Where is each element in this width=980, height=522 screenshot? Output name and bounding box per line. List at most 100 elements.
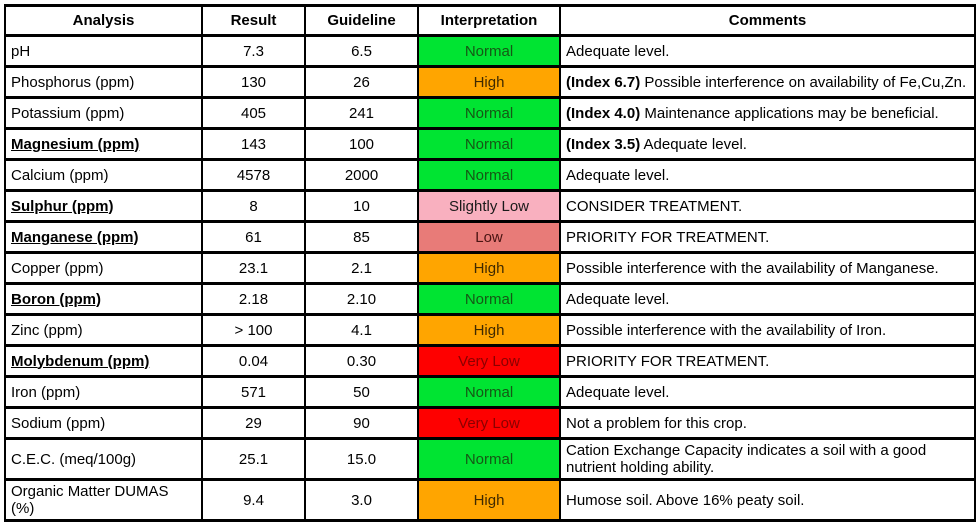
comment-cell: Adequate level. bbox=[559, 282, 976, 316]
table-row: Potassium (ppm) 405 241 Normal (Index 4.… bbox=[4, 96, 976, 130]
column-header-comments: Comments bbox=[559, 4, 976, 37]
analysis-cell: pH bbox=[4, 34, 203, 68]
comment-cell: Adequate level. bbox=[559, 34, 976, 68]
result-cell: 25.1 bbox=[201, 437, 306, 481]
comment-text: PRIORITY FOR TREATMENT. bbox=[566, 228, 770, 246]
analysis-label: pH bbox=[11, 42, 31, 60]
analysis-cell: Calcium (ppm) bbox=[4, 158, 203, 192]
comment-cell: Humose soil. Above 16% peaty soil. bbox=[559, 478, 976, 522]
table-row: Phosphorus (ppm) 130 26 High (Index 6.7)… bbox=[4, 65, 976, 99]
analysis-cell: Sulphur (ppm) bbox=[4, 189, 203, 223]
table-row: Molybdenum (ppm) 0.04 0.30 Very Low PRIO… bbox=[4, 344, 976, 378]
table-row: Copper (ppm) 23.1 2.1 High Possible inte… bbox=[4, 251, 976, 285]
analysis-cell: Organic Matter DUMAS (%) bbox=[4, 478, 203, 522]
guideline-cell: 4.1 bbox=[304, 313, 419, 347]
interpretation-badge: Normal bbox=[417, 375, 561, 409]
guideline-cell: 6.5 bbox=[304, 34, 419, 68]
comment-text: Cation Exchange Capacity indicates a soi… bbox=[566, 442, 927, 476]
result-cell: 0.04 bbox=[201, 344, 306, 378]
analysis-cell: Potassium (ppm) bbox=[4, 96, 203, 130]
result-cell: 8 bbox=[201, 189, 306, 223]
comment-index-label: (Index 3.5) bbox=[566, 135, 641, 153]
comment-text: Not a problem for this crop. bbox=[566, 414, 747, 432]
result-cell: 7.3 bbox=[201, 34, 306, 68]
result-cell: 571 bbox=[201, 375, 306, 409]
interpretation-badge: Very Low bbox=[417, 344, 561, 378]
result-cell: > 100 bbox=[201, 313, 306, 347]
column-header-guideline: Guideline bbox=[304, 4, 419, 37]
comment-cell: (Index 3.5) Adequate level. bbox=[559, 127, 976, 161]
analysis-cell: Phosphorus (ppm) bbox=[4, 65, 203, 99]
comment-text: Possible interference on availability of… bbox=[640, 73, 967, 91]
table-row: Sodium (ppm) 29 90 Very Low Not a proble… bbox=[4, 406, 976, 440]
comment-cell: Possible interference with the availabil… bbox=[559, 313, 976, 347]
interpretation-badge: Slightly Low bbox=[417, 189, 561, 223]
comment-text: Humose soil. Above 16% peaty soil. bbox=[566, 491, 805, 509]
result-cell: 4578 bbox=[201, 158, 306, 192]
analysis-label: Zinc (ppm) bbox=[11, 321, 83, 339]
interpretation-badge: Normal bbox=[417, 282, 561, 316]
table-row: pH 7.3 6.5 Normal Adequate level. bbox=[4, 34, 976, 68]
comment-cell: Cation Exchange Capacity indicates a soi… bbox=[559, 437, 976, 481]
comment-index-label: (Index 4.0) bbox=[566, 104, 641, 122]
analysis-label: Sulphur (ppm) bbox=[11, 197, 114, 215]
interpretation-badge: Very Low bbox=[417, 406, 561, 440]
analysis-label: Phosphorus (ppm) bbox=[11, 73, 135, 91]
interpretation-badge: High bbox=[417, 65, 561, 99]
comment-cell: (Index 4.0) Maintenance applications may… bbox=[559, 96, 976, 130]
table-row: Zinc (ppm) > 100 4.1 High Possible inter… bbox=[4, 313, 976, 347]
analysis-cell: Zinc (ppm) bbox=[4, 313, 203, 347]
analysis-label: Copper (ppm) bbox=[11, 259, 104, 277]
interpretation-badge: Normal bbox=[417, 437, 561, 481]
analysis-label: Calcium (ppm) bbox=[11, 166, 109, 184]
table-row: Magnesium (ppm) 143 100 Normal (Index 3.… bbox=[4, 127, 976, 161]
guideline-cell: 90 bbox=[304, 406, 419, 440]
guideline-cell: 2000 bbox=[304, 158, 419, 192]
guideline-cell: 26 bbox=[304, 65, 419, 99]
comment-cell: CONSIDER TREATMENT. bbox=[559, 189, 976, 223]
comment-cell: Possible interference with the availabil… bbox=[559, 251, 976, 285]
result-cell: 23.1 bbox=[201, 251, 306, 285]
analysis-label: Potassium (ppm) bbox=[11, 104, 125, 122]
table-row: Sulphur (ppm) 8 10 Slightly Low CONSIDER… bbox=[4, 189, 976, 223]
column-header-result: Result bbox=[201, 4, 306, 37]
analysis-cell: Manganese (ppm) bbox=[4, 220, 203, 254]
interpretation-badge: High bbox=[417, 313, 561, 347]
guideline-cell: 241 bbox=[304, 96, 419, 130]
analysis-label: Iron (ppm) bbox=[11, 383, 81, 401]
result-cell: 2.18 bbox=[201, 282, 306, 316]
guideline-cell: 50 bbox=[304, 375, 419, 409]
analysis-cell: Boron (ppm) bbox=[4, 282, 203, 316]
analysis-label: Manganese (ppm) bbox=[11, 228, 139, 246]
interpretation-badge: Normal bbox=[417, 34, 561, 68]
analysis-label: C.E.C. (meq/100g) bbox=[11, 450, 137, 468]
comment-text: PRIORITY FOR TREATMENT. bbox=[566, 352, 770, 370]
comment-cell: PRIORITY FOR TREATMENT. bbox=[559, 344, 976, 378]
analysis-label: Molybdenum (ppm) bbox=[11, 352, 150, 370]
table-row: C.E.C. (meq/100g) 25.1 15.0 Normal Catio… bbox=[4, 437, 976, 481]
analysis-cell: Magnesium (ppm) bbox=[4, 127, 203, 161]
table-row: Iron (ppm) 571 50 Normal Adequate level. bbox=[4, 375, 976, 409]
column-header-analysis: Analysis bbox=[4, 4, 203, 37]
comment-cell: Adequate level. bbox=[559, 375, 976, 409]
table-row: Organic Matter DUMAS (%) 9.4 3.0 High Hu… bbox=[4, 478, 976, 522]
table-row: Calcium (ppm) 4578 2000 Normal Adequate … bbox=[4, 158, 976, 192]
result-cell: 61 bbox=[201, 220, 306, 254]
result-cell: 29 bbox=[201, 406, 306, 440]
analysis-cell: Molybdenum (ppm) bbox=[4, 344, 203, 378]
result-cell: 130 bbox=[201, 65, 306, 99]
comment-text: Possible interference with the availabil… bbox=[566, 259, 939, 277]
interpretation-badge: Normal bbox=[417, 158, 561, 192]
guideline-cell: 85 bbox=[304, 220, 419, 254]
analysis-label: Magnesium (ppm) bbox=[11, 135, 140, 153]
comment-text: Adequate level. bbox=[640, 135, 747, 153]
analysis-label: Sodium (ppm) bbox=[11, 414, 106, 432]
comment-text: Adequate level. bbox=[566, 42, 670, 60]
guideline-cell: 100 bbox=[304, 127, 419, 161]
comment-cell: PRIORITY FOR TREATMENT. bbox=[559, 220, 976, 254]
result-cell: 143 bbox=[201, 127, 306, 161]
comment-text: Maintenance applications may be benefici… bbox=[640, 104, 939, 122]
header-row: Analysis Result Guideline Interpretation… bbox=[4, 4, 976, 37]
guideline-cell: 0.30 bbox=[304, 344, 419, 378]
comment-text: Adequate level. bbox=[566, 290, 670, 308]
